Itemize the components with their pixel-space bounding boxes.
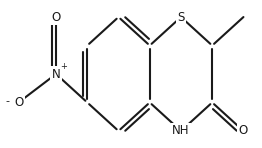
Text: NH: NH (172, 124, 190, 137)
Text: N: N (52, 67, 61, 81)
Text: O: O (14, 96, 23, 109)
Text: S: S (177, 11, 185, 24)
Text: +: + (60, 62, 67, 71)
Text: O: O (51, 11, 61, 24)
Text: -: - (6, 96, 10, 106)
Text: O: O (239, 124, 248, 137)
